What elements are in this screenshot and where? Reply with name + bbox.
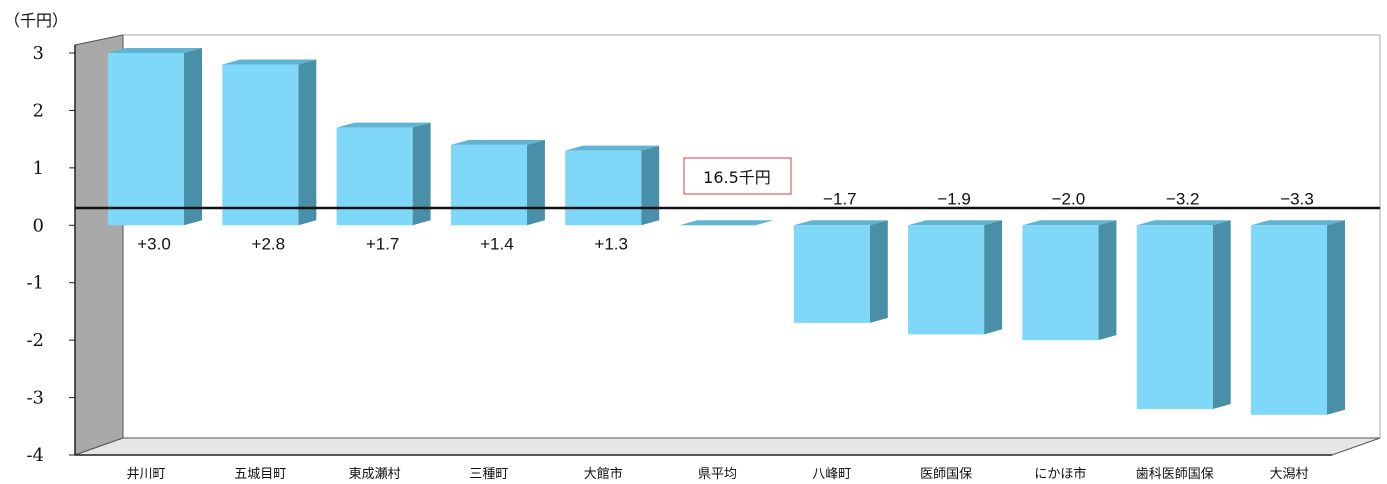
bar-side	[298, 59, 317, 226]
average-box	[683, 157, 792, 195]
average-label: 16.5千円	[703, 168, 771, 187]
bar-side	[1098, 220, 1117, 341]
bar-side	[984, 220, 1003, 335]
value-label: −3.3	[1280, 189, 1314, 208]
bar-top	[908, 220, 1003, 226]
category-label: 大館市	[584, 466, 623, 482]
bar	[336, 122, 431, 226]
y-tick-label: -4	[26, 445, 44, 466]
bar-top	[1022, 220, 1117, 226]
bar-side	[412, 122, 431, 226]
bar-front	[336, 127, 413, 226]
y-tick-label: -3	[26, 388, 44, 409]
y-axis-ticks: 3 2 1 0 -1 -2 -3 -4	[26, 43, 75, 466]
value-label: +1.4	[480, 234, 514, 253]
category-label: 県平均	[698, 467, 737, 482]
value-label: +3.0	[137, 234, 171, 253]
bar-front	[222, 64, 299, 226]
bar-front	[1022, 225, 1099, 341]
value-label: −3.2	[1166, 189, 1200, 208]
value-labels: +3.0 +2.8 +1.7 +1.4 +1.3 −1.7 −1.9 −2.0 −3.2 −3.3	[137, 189, 1314, 253]
bars	[108, 48, 1345, 415]
bar-top	[793, 220, 888, 226]
y-tick-label: -2	[26, 330, 44, 351]
bar-front	[1251, 225, 1327, 415]
value-label: +1.3	[594, 234, 628, 253]
y-tick-label: 3	[33, 43, 44, 64]
bar-front	[793, 225, 870, 323]
y-tick-label: -1	[26, 273, 44, 294]
average-callout: 16.5千円	[683, 157, 792, 195]
value-label: −1.7	[823, 189, 857, 208]
value-label: +1.7	[366, 234, 400, 253]
bar-side	[526, 139, 545, 226]
category-label: 大潟村	[1269, 467, 1308, 482]
category-label: 東成瀬村	[349, 466, 401, 482]
category-label: 井川町	[126, 467, 165, 482]
y-unit-label: （千円）	[4, 11, 68, 30]
bar-front	[908, 225, 985, 335]
bar-front	[450, 144, 527, 226]
bar-side	[869, 220, 888, 323]
y-tick-label: 0	[33, 215, 44, 236]
category-labels: 井川町 五城目町 東成瀬村 三種町 大館市 県平均 八峰町 医師国保 にかほ市 歯科医師国保 大潟村	[126, 466, 1308, 482]
bar	[108, 48, 202, 226]
y-tick-label: 1	[33, 158, 44, 179]
bar-side	[1327, 220, 1345, 415]
bar	[1251, 220, 1345, 415]
bar-side	[641, 145, 660, 226]
bar	[679, 220, 774, 226]
bar	[565, 145, 660, 226]
value-label: −1.9	[937, 189, 971, 208]
bar-top	[336, 122, 431, 128]
bar	[908, 220, 1003, 335]
bar-top	[108, 48, 202, 53]
bar	[222, 59, 317, 226]
bar-top	[450, 139, 545, 145]
bar	[1022, 220, 1117, 341]
bar	[1136, 220, 1231, 410]
value-label: −2.0	[1052, 189, 1086, 208]
category-label: 三種町	[469, 466, 508, 482]
floor	[74, 437, 1381, 456]
bar-top	[1251, 220, 1345, 226]
bar-front	[1136, 225, 1213, 410]
bar-front	[108, 53, 184, 226]
category-label: 五城目町	[234, 467, 286, 482]
bar-top	[1136, 220, 1231, 226]
value-label: +2.8	[252, 234, 286, 253]
bar-top	[222, 59, 317, 65]
bar-front	[565, 150, 642, 226]
category-label: にかほ市	[1034, 466, 1086, 482]
bar	[450, 139, 545, 226]
category-label: 医師国保	[920, 467, 972, 482]
bar-top	[679, 220, 774, 226]
bar-side	[1212, 220, 1231, 410]
y-tick-label: 2	[33, 100, 44, 121]
category-label: 歯科医師国保	[1136, 467, 1214, 482]
bar-side	[184, 48, 202, 226]
category-label: 八峰町	[812, 467, 851, 482]
bar	[793, 220, 888, 323]
bar-top	[565, 145, 660, 151]
